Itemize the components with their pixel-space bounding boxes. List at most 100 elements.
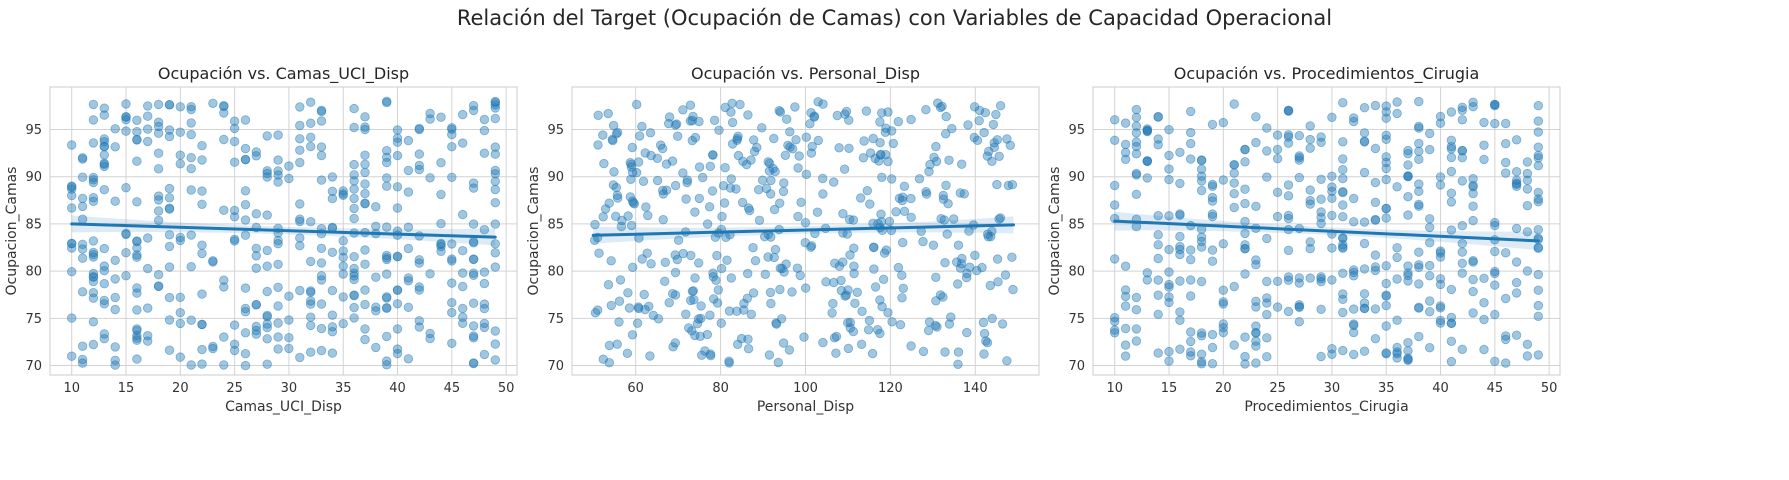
data-point [652,175,663,186]
data-point [447,141,457,152]
data-point [251,147,261,157]
data-point [197,248,207,259]
data-point [1468,201,1478,211]
data-point [800,237,811,248]
data-point [468,358,479,368]
data-point [757,175,768,185]
data-point [284,173,294,184]
data-point [1196,328,1207,338]
data-point [805,119,815,129]
data-point [338,252,348,262]
data-point [992,254,1003,264]
data-point [1511,257,1522,267]
data-point [77,172,88,182]
data-point [240,328,251,338]
data-point [1207,245,1218,255]
data-point [251,300,261,310]
data-point [153,191,164,201]
data-point [360,334,370,345]
data-point [994,214,1004,224]
data-point [1251,302,1261,312]
data-point [1109,313,1120,323]
data-point [1153,230,1163,240]
data-point [708,150,718,160]
data-point [724,356,734,366]
data-point [688,286,699,296]
data-point [1403,261,1413,271]
data-point [1196,236,1207,247]
data-point [88,172,99,183]
data-point [66,190,77,201]
data-point [1294,317,1305,327]
data-point [349,159,359,170]
data-point [1424,144,1435,155]
data-point [899,181,910,192]
data-point [382,254,392,265]
data-point [965,262,975,272]
data-point [1381,101,1391,111]
data-point [1229,202,1239,213]
data-point [186,129,196,140]
data-point [240,215,251,225]
data-point [306,320,316,331]
data-point [142,124,153,134]
data-point [316,258,327,268]
data-point [869,264,879,274]
data-point [1522,351,1533,361]
data-point [468,268,479,278]
data-point [763,252,773,262]
data-point [1348,271,1359,281]
data-point [1381,203,1391,214]
data-point [1305,243,1315,254]
data-point [813,97,823,107]
data-point [686,250,696,261]
data-point [754,215,765,226]
data-point [955,263,966,273]
data-point [1196,349,1207,359]
data-point [720,162,730,173]
data-point [1500,157,1511,168]
data-point [1272,276,1283,287]
data-point [1175,210,1185,220]
data-point [1207,256,1218,266]
data-point [1370,143,1381,154]
data-point [77,201,88,212]
data-point [436,246,446,257]
data-point [1381,300,1391,311]
data-point [938,190,949,201]
data-point [1468,286,1478,297]
data-point [392,344,403,354]
data-point [1229,99,1239,109]
data-point [1120,351,1131,361]
data-point [99,295,110,306]
data-point [490,176,501,187]
data-point [327,193,338,204]
x-tick-label: 35 [335,381,352,396]
data-point [1381,213,1391,223]
data-point [164,193,175,203]
data-point [110,142,120,152]
data-point [593,305,603,315]
data-point [1164,124,1174,135]
data-point [175,102,186,112]
data-point [921,189,932,199]
data-point [1251,296,1261,307]
data-point [1348,267,1359,278]
data-point [1348,304,1359,314]
data-point [371,306,381,316]
data-point [843,343,854,354]
data-point [1164,164,1174,174]
data-point [714,125,724,135]
y-axis-label: Ocupacion_Camas [526,167,542,296]
data-point [229,212,240,222]
data-point [382,181,392,191]
data-point [1240,332,1250,342]
data-point [1207,342,1218,353]
data-point [906,212,916,223]
data-point [338,269,348,279]
data-point [153,121,164,132]
data-point [414,258,425,268]
data-point [893,262,904,273]
data-point [923,325,934,336]
data-point [1457,344,1468,355]
